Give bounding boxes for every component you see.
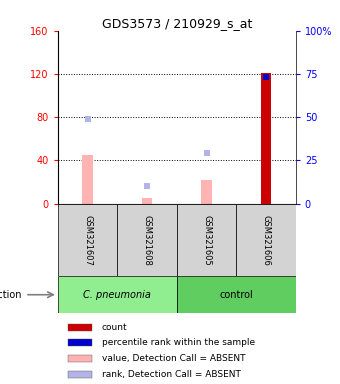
Text: infection: infection xyxy=(0,290,22,300)
Bar xyxy=(177,204,236,276)
Bar xyxy=(117,204,177,276)
Bar xyxy=(201,180,212,204)
Bar xyxy=(142,198,152,204)
Text: value, Detection Call = ABSENT: value, Detection Call = ABSENT xyxy=(102,354,245,363)
Bar xyxy=(68,355,92,362)
Bar xyxy=(58,276,177,313)
Bar xyxy=(177,276,296,313)
Bar xyxy=(58,204,117,276)
Text: percentile rank within the sample: percentile rank within the sample xyxy=(102,338,255,347)
Text: GSM321605: GSM321605 xyxy=(202,215,211,265)
Bar xyxy=(261,73,271,204)
Text: control: control xyxy=(219,290,253,300)
Text: rank, Detection Call = ABSENT: rank, Detection Call = ABSENT xyxy=(102,369,241,379)
Text: GSM321606: GSM321606 xyxy=(261,215,271,265)
Bar xyxy=(68,371,92,377)
Text: GSM321608: GSM321608 xyxy=(142,215,152,265)
Bar xyxy=(68,324,92,331)
Bar xyxy=(82,155,93,204)
Bar xyxy=(236,204,296,276)
Text: GSM321607: GSM321607 xyxy=(83,215,92,265)
Text: count: count xyxy=(102,323,128,332)
Text: C. pneumonia: C. pneumonia xyxy=(83,290,151,300)
Bar xyxy=(68,339,92,346)
Title: GDS3573 / 210929_s_at: GDS3573 / 210929_s_at xyxy=(102,17,252,30)
